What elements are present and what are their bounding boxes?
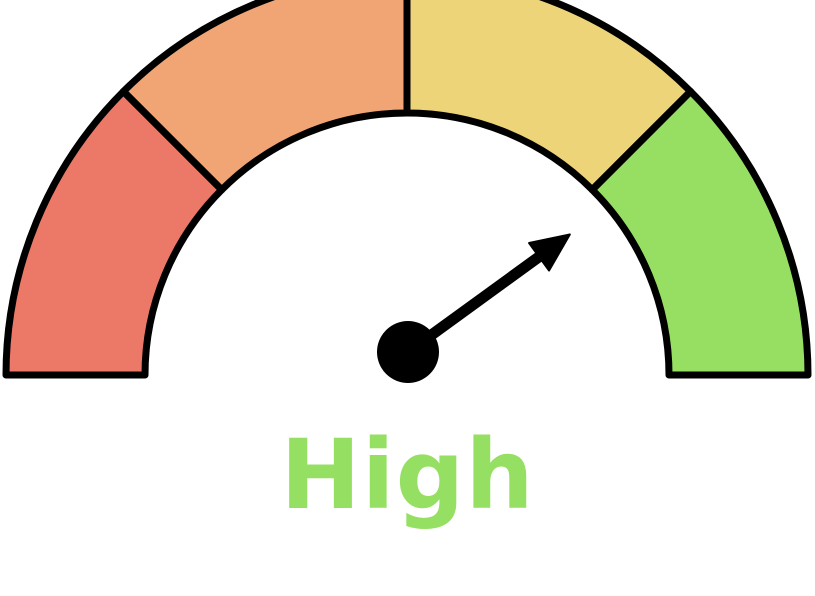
gauge-dividers bbox=[119, 0, 695, 194]
gauge-segment-4 bbox=[588, 87, 812, 379]
needle-arrowhead bbox=[528, 233, 571, 272]
gauge-segment-2 bbox=[119, 0, 411, 194]
gauge-needle bbox=[377, 233, 571, 383]
needle-hub bbox=[377, 321, 439, 383]
gauge-divider-3 bbox=[588, 87, 695, 194]
gauge-segments bbox=[2, 0, 812, 379]
gauge-level-label: High bbox=[280, 419, 535, 531]
gauge-divider-1 bbox=[119, 87, 226, 194]
